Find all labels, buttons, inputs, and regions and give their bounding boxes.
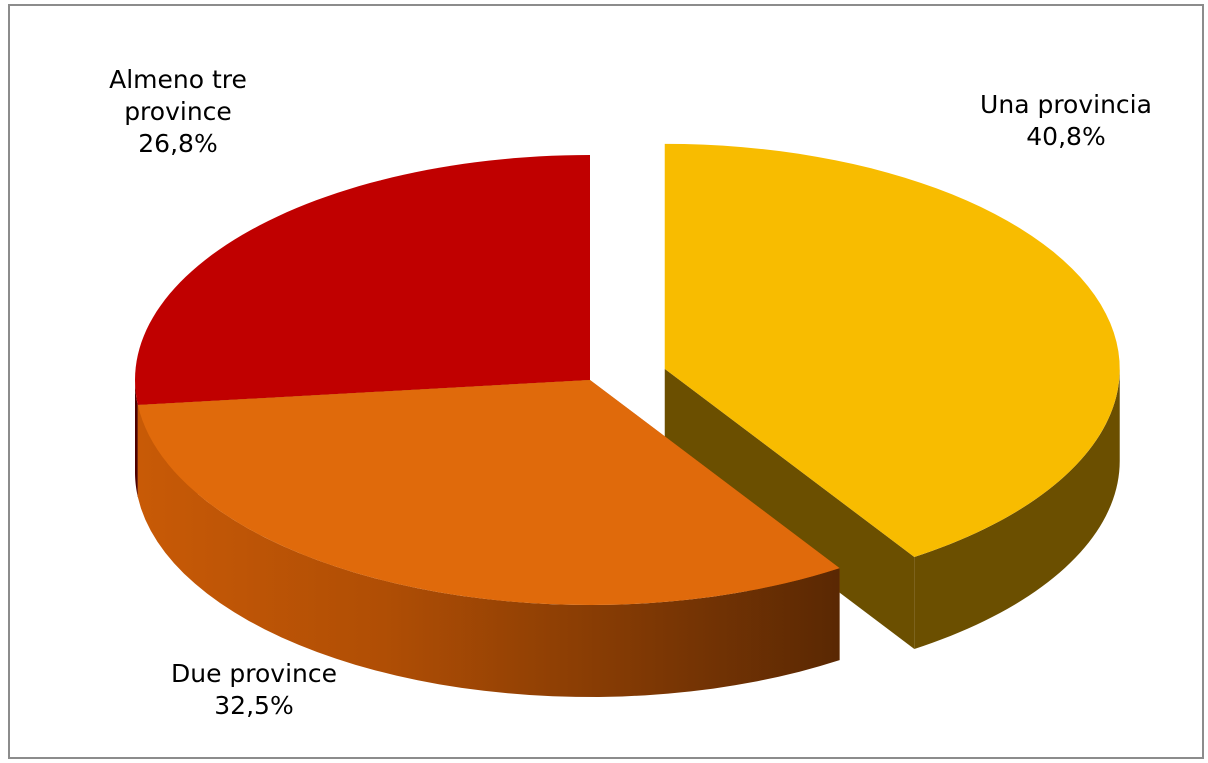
data-label-almeno-tre-province: Almeno tre province 26,8%: [88, 64, 268, 160]
label-tre-value: 26,8%: [138, 129, 218, 158]
label-tre-name-line1: Almeno tre: [109, 65, 247, 94]
data-label-due-province: Due province 32,5%: [154, 658, 354, 722]
label-tre-name-line2: province: [124, 97, 232, 126]
pie-slice-due-province: [137, 380, 840, 697]
pie-slice-outer-wall: [137, 405, 840, 697]
pie-slice-cut-face-end: [664, 368, 915, 649]
label-una-value: 40,8%: [1026, 122, 1106, 151]
pie-slice-top: [137, 380, 840, 605]
label-due-name: Due province: [170, 659, 338, 688]
pie-slice-outer-wall: [914, 368, 1120, 649]
label-due-value: 32,5%: [214, 691, 294, 720]
pie-slice-top: [664, 143, 1120, 557]
label-una-name: Una provincia: [980, 90, 1152, 119]
pie-slice-una-provincia: [664, 143, 1120, 649]
data-label-una-provincia: Una provincia 40,8%: [966, 89, 1166, 153]
pie-slice-top: [135, 155, 590, 406]
pie-slice-outer-wall: [135, 380, 138, 498]
